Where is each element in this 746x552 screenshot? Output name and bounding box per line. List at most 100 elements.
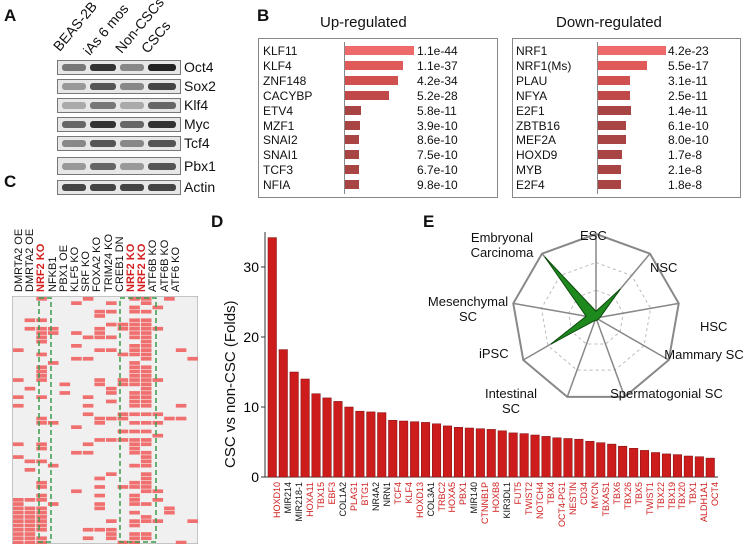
heatmap-cell <box>152 412 164 417</box>
bar-fut5 <box>508 432 518 478</box>
heatmap-cell <box>82 450 94 455</box>
heatmap-cell <box>94 476 105 481</box>
heatmap-cell <box>129 309 140 314</box>
heatmap-cell <box>24 459 36 464</box>
down-enrichment-bar <box>598 180 622 190</box>
blot-label-tcf4: Tcf4 <box>184 135 210 151</box>
heatmap-cell <box>82 335 94 340</box>
heatmap-cell <box>13 395 24 399</box>
up-pvalue: 9.8e-10 <box>417 178 458 193</box>
heatmap-cell <box>129 480 140 485</box>
heatmap-cell <box>175 416 187 421</box>
heatmap-cell <box>106 322 117 327</box>
down-gene-label: MEF2A <box>516 133 557 148</box>
heatmap-cell <box>129 403 140 408</box>
panel-label-d: D <box>211 212 224 231</box>
heatmap-cell <box>140 476 152 481</box>
heatmap-cell <box>71 489 82 494</box>
heatmap-cell <box>47 421 59 425</box>
heatmap-cell <box>106 335 117 340</box>
heatmap-cell <box>129 326 140 331</box>
heatmap-cell <box>36 352 47 357</box>
bar-twist1 <box>640 450 650 478</box>
bar-trbc2 <box>432 423 442 478</box>
up-gene-label: NFIA <box>263 178 291 193</box>
blot-sox2 <box>57 79 181 94</box>
heatmap-cell <box>106 527 117 532</box>
radar-data-area <box>544 256 621 345</box>
heatmap-cell <box>140 515 152 519</box>
blot-label-myc: Myc <box>184 116 210 132</box>
heatmap-cell <box>164 416 175 421</box>
heatmap-cell <box>140 442 152 447</box>
heatmap-cell <box>140 412 152 417</box>
heatmap-cell <box>47 331 59 335</box>
radar-spoke <box>595 302 679 319</box>
bar-hoxd10 <box>267 237 277 478</box>
heatmap-cell <box>13 540 24 544</box>
heatmap-cell <box>36 527 47 532</box>
bar-col1a2 <box>333 401 343 478</box>
bar-cd34 <box>574 438 584 478</box>
heatmap-cell <box>94 438 105 442</box>
heatmap-cell <box>129 493 140 498</box>
bar-mir214 <box>278 349 288 478</box>
bar-twist2 <box>519 433 529 478</box>
heatmap-cell <box>94 326 105 331</box>
heatmap-cell <box>36 378 47 382</box>
heatmap-cell <box>140 399 152 404</box>
heatmap-cell <box>106 438 117 442</box>
bar-chart-tick-label: 0 <box>251 469 259 485</box>
heatmap-cell <box>82 412 94 417</box>
down-gene-label: PLAU <box>516 73 548 88</box>
heatmap-cell <box>13 442 24 447</box>
heatmap-cell <box>129 382 140 387</box>
heatmap-cell <box>129 322 140 327</box>
heatmap-cell <box>140 331 152 335</box>
up-pvalue: 1.1e-37 <box>417 58 458 73</box>
heatmap-cell <box>129 532 140 536</box>
heatmap-cell <box>13 515 24 519</box>
heatmap-cell <box>13 510 24 515</box>
heatmap-cell <box>36 318 47 323</box>
heatmap-cell <box>24 519 36 523</box>
blot-actin <box>57 180 181 195</box>
heatmap-cell <box>152 305 164 310</box>
down-enrichment-bar <box>598 90 631 100</box>
up-gene-label: ETV4 <box>263 103 294 118</box>
heatmap-cell <box>140 455 152 459</box>
bar-oct4-pg1 <box>552 437 562 478</box>
heatmap-cell <box>129 519 140 523</box>
radar-axis-label-intestinal: Intestinal SC <box>484 386 538 416</box>
up-gene-label: SNAI2 <box>263 133 298 148</box>
heatmap-cell <box>129 485 140 489</box>
heatmap-cell <box>106 391 117 395</box>
heatmap-cell <box>117 485 129 489</box>
heatmap-cell <box>36 446 47 451</box>
heatmap-cell <box>140 322 152 327</box>
heatmap-cell <box>140 472 152 476</box>
down-enrichment-bar <box>598 150 622 160</box>
heatmap-cell <box>129 348 140 352</box>
down-pvalue: 6.1e-10 <box>668 118 709 133</box>
heatmap-cell <box>59 382 71 387</box>
heatmap-cell <box>187 356 198 361</box>
down-enrichment-bar <box>598 165 622 175</box>
heatmap-cell <box>164 506 175 511</box>
heatmap-cell <box>129 399 140 404</box>
down-gene-label: NRF1 <box>516 44 548 58</box>
down-enrichment-bar <box>598 75 630 85</box>
radar-axis-label-spermatogonial: Spermatogonial SC <box>610 386 723 401</box>
down-enrichment-bar <box>598 120 626 130</box>
heatmap-cell <box>175 348 187 352</box>
heatmap-cell <box>24 326 36 331</box>
heatmap-cell <box>24 510 36 515</box>
heatmap-cell <box>129 361 140 365</box>
heatmap-cell <box>152 519 164 523</box>
bar-tbx19 <box>661 453 671 478</box>
down-gene-label: ZBTB16 <box>516 118 561 133</box>
heatmap-cell <box>24 532 36 536</box>
bar-notch4 <box>530 434 540 478</box>
up-enrichment-bar <box>345 150 360 160</box>
heatmap-cell <box>13 348 24 352</box>
